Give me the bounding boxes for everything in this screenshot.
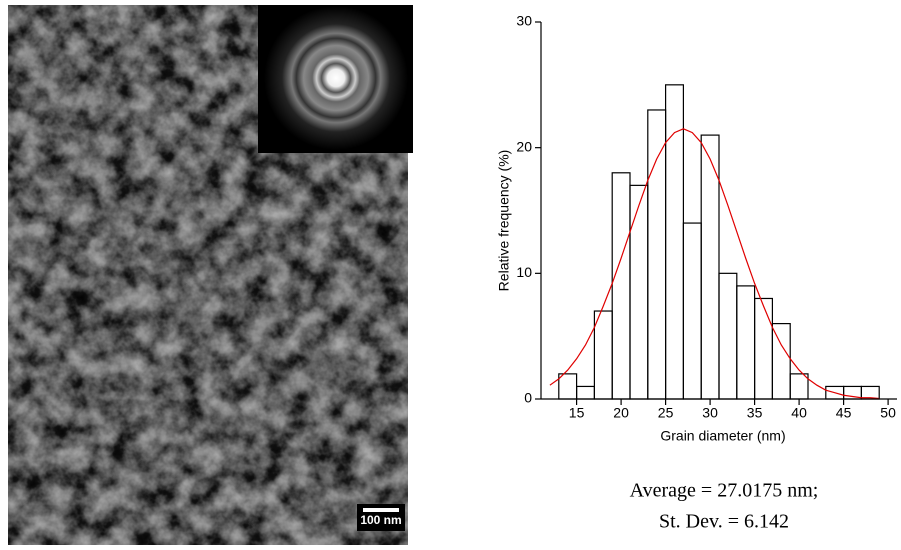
scale-bar-label: 100 nm (360, 513, 401, 527)
bar (718, 272, 738, 400)
y-axis-label: Relative frequency (%) (496, 150, 512, 292)
y-tick-label: 20 (516, 138, 532, 154)
bar (682, 222, 702, 400)
x-tick-label: 35 (747, 405, 763, 421)
scale-bar (363, 508, 399, 512)
x-axis-label: Grain diameter (nm) (660, 428, 785, 444)
bar (789, 373, 809, 400)
fit-curve (549, 128, 880, 400)
x-tick-label: 20 (613, 405, 629, 421)
micrograph: 100 nm (8, 5, 413, 545)
x-tick-label: 45 (836, 405, 852, 421)
bar (629, 184, 649, 400)
annotation: St. Dev. = 6.142 (659, 511, 789, 533)
bar (575, 385, 595, 400)
y-tick-label: 30 (516, 13, 532, 29)
diffraction-pattern (264, 6, 408, 150)
x-tick-label: 40 (791, 405, 807, 421)
bar (593, 310, 613, 400)
bar (611, 172, 631, 400)
bar (753, 297, 773, 400)
x-tick-label: 50 (880, 405, 896, 421)
x-tick-label: 15 (569, 405, 585, 421)
bar (860, 385, 880, 400)
bar (647, 109, 667, 400)
y-tick-label: 0 (524, 390, 532, 406)
bar (771, 323, 791, 400)
bar (558, 373, 578, 400)
y-tick-label: 10 (516, 264, 532, 280)
bar (736, 285, 756, 400)
x-tick-label: 30 (702, 405, 718, 421)
x-tick-label: 25 (658, 405, 674, 421)
annotation: Average = 27.0175 nm; (630, 480, 819, 502)
